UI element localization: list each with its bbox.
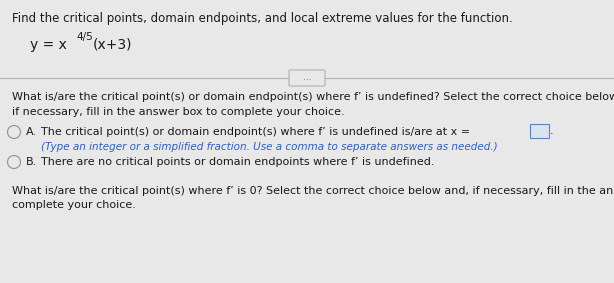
Text: if necessary, fill in the answer box to complete your choice.: if necessary, fill in the answer box to … [12,107,344,117]
Text: (Type an integer or a simplified fraction. Use a comma to separate answers as ne: (Type an integer or a simplified fractio… [41,142,497,152]
Text: y = x: y = x [30,38,67,52]
Text: What is/are the critical point(s) where f’ is 0? Select the correct choice below: What is/are the critical point(s) where … [12,186,614,196]
Text: What is/are the critical point(s) or domain endpoint(s) where f’ is undefined? S: What is/are the critical point(s) or dom… [12,92,614,102]
FancyBboxPatch shape [289,70,325,86]
Text: ...: ... [303,74,311,83]
Text: Find the critical points, domain endpoints, and local extreme values for the fun: Find the critical points, domain endpoin… [12,12,513,25]
Text: 4/5: 4/5 [76,32,93,42]
Text: .: . [550,125,554,136]
Text: There are no critical points or domain endpoints where f’ is undefined.: There are no critical points or domain e… [41,157,435,167]
Text: complete your choice.: complete your choice. [12,200,136,210]
FancyBboxPatch shape [529,123,548,138]
Text: B.: B. [26,157,37,167]
Text: A.: A. [26,127,37,137]
Text: The critical point(s) or domain endpoint(s) where f’ is undefined is/are at x =: The critical point(s) or domain endpoint… [41,127,470,137]
Text: (x+3): (x+3) [93,38,133,52]
